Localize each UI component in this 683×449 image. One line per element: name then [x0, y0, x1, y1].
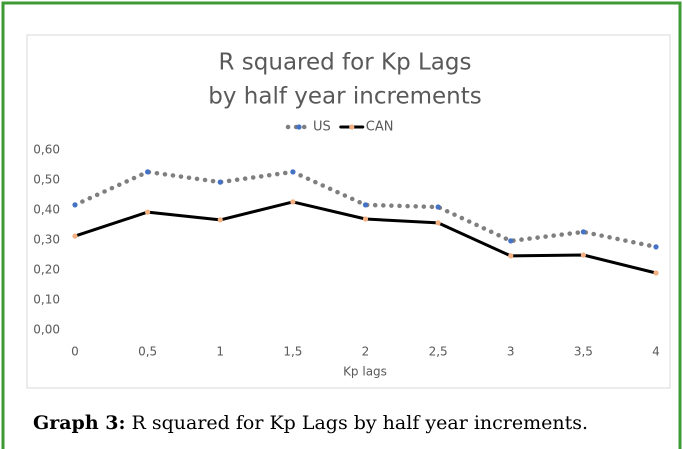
legend-marker: [296, 124, 302, 130]
data-point: [217, 217, 223, 223]
data-point: [580, 252, 586, 258]
chart-title: by half year increments: [208, 84, 481, 110]
data-point: [435, 204, 441, 210]
caption-text: R squared for Kp Lags by half year incre…: [132, 412, 589, 434]
caption-label: Graph 3:: [33, 412, 126, 434]
x-tick-label: 0,5: [138, 345, 157, 359]
y-tick-label: 0,40: [33, 203, 60, 217]
data-point: [508, 238, 514, 244]
y-tick-label: 0,00: [33, 323, 60, 337]
data-point: [508, 253, 514, 259]
x-tick-label: 3: [507, 345, 515, 359]
data-point: [145, 169, 151, 175]
data-point: [362, 202, 369, 208]
data-point: [72, 202, 78, 208]
data-point: [653, 244, 659, 250]
y-tick-label: 0,10: [33, 293, 60, 307]
data-point: [145, 209, 151, 215]
data-point: [290, 199, 296, 205]
y-tick-label: 0,50: [33, 173, 60, 187]
y-tick-label: 0,60: [33, 143, 60, 157]
x-tick-label: 3,5: [574, 345, 593, 359]
data-point: [72, 233, 78, 239]
chart-title: R squared for Kp Lags: [219, 50, 472, 76]
legend-label: US: [313, 120, 331, 135]
x-tick-label: 4: [652, 345, 660, 359]
data-point: [362, 216, 369, 222]
x-tick-label: 1: [216, 345, 224, 359]
y-tick-label: 0,20: [33, 263, 60, 277]
x-tick-label: 1,5: [283, 345, 302, 359]
y-tick-label: 0,30: [33, 233, 60, 247]
data-point: [580, 229, 586, 235]
legend-marker: [349, 124, 355, 130]
data-point: [653, 270, 659, 276]
data-point: [290, 169, 296, 175]
data-point: [217, 179, 223, 185]
legend-label: CAN: [366, 120, 394, 135]
x-tick-label: 2: [362, 345, 370, 359]
x-tick-label: 2,5: [429, 345, 448, 359]
caption: Graph 3: R squared for Kp Lags by half ye…: [33, 412, 588, 434]
chart-area: [26, 34, 671, 389]
data-point: [435, 220, 441, 226]
x-tick-label: 0: [71, 345, 79, 359]
x-axis-title: Kp lags: [343, 365, 387, 379]
